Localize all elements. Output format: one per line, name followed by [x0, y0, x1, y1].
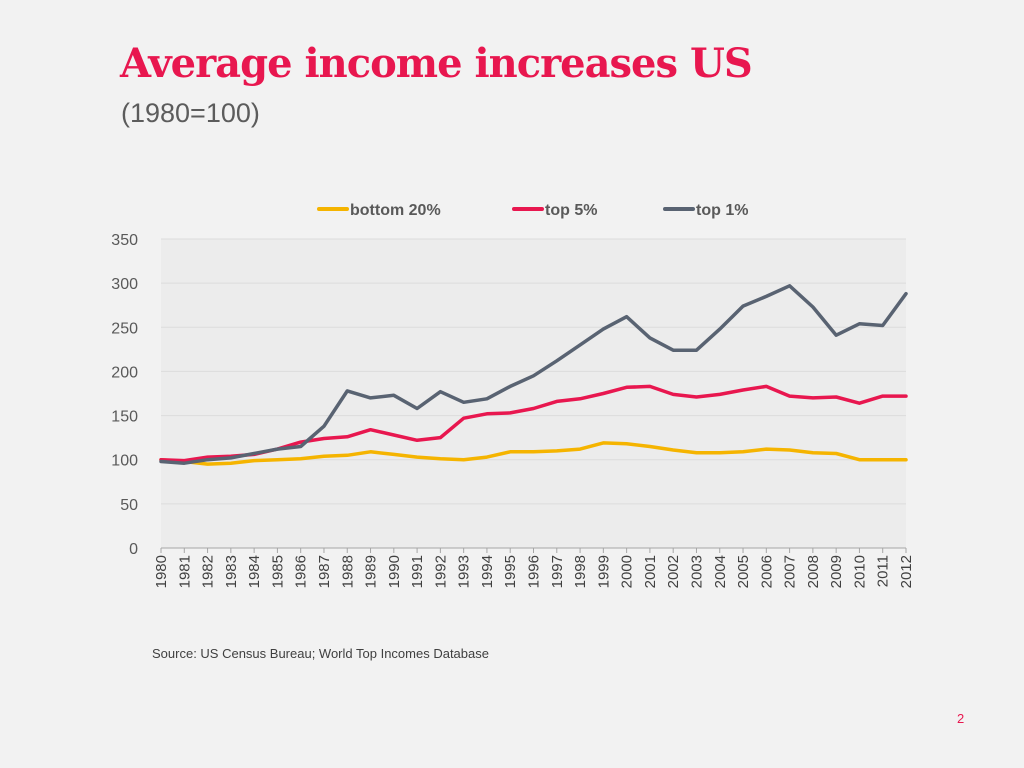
slide-title: Average income increases US — [120, 40, 753, 87]
x-tick-label-2001: 2001 — [642, 555, 659, 588]
x-tick-label-1992: 1992 — [432, 555, 449, 588]
y-tick-label-200: 200 — [111, 364, 138, 381]
x-tick-label-1989: 1989 — [363, 555, 380, 588]
x-tick-label-2005: 2005 — [735, 555, 752, 588]
x-tick-label-1997: 1997 — [549, 555, 566, 588]
legend-label-top-1: top 1% — [696, 202, 748, 219]
x-tick-label-1986: 1986 — [293, 555, 310, 588]
series-line-bottom-20 — [159, 441, 908, 466]
x-tick-label-1988: 1988 — [339, 555, 356, 588]
x-tick-label-1991: 1991 — [409, 555, 426, 588]
x-tick-label-1982: 1982 — [200, 555, 217, 588]
slide-subtitle: (1980=100) — [121, 98, 260, 128]
legend-label-bottom-20: bottom 20% — [350, 202, 441, 219]
x-tick-label-1983: 1983 — [223, 555, 240, 588]
x-tick-label-2002: 2002 — [665, 555, 682, 588]
legend-label-top-5: top 5% — [545, 202, 597, 219]
x-tick-label-1999: 1999 — [595, 555, 612, 588]
page-number: 2 — [957, 711, 965, 726]
x-tick-label-1985: 1985 — [269, 555, 286, 588]
source-note: Source: US Census Bureau; World Top Inco… — [152, 646, 489, 661]
x-tick-label-1987: 1987 — [316, 555, 333, 588]
plot-area — [161, 239, 906, 548]
x-tick-label-2011: 2011 — [875, 555, 892, 587]
y-tick-label-50: 50 — [120, 497, 138, 514]
x-tick-label-2012: 2012 — [898, 555, 915, 588]
series-line-top-1 — [159, 284, 908, 465]
y-tick-label-250: 250 — [111, 320, 138, 337]
y-tick-label-300: 300 — [111, 276, 138, 293]
x-tick-label-2008: 2008 — [805, 555, 822, 588]
x-tick-label-1990: 1990 — [386, 555, 403, 588]
y-tick-label-350: 350 — [111, 232, 138, 249]
x-tick-label-1984: 1984 — [246, 555, 263, 588]
x-tick-label-2010: 2010 — [851, 555, 868, 588]
x-tick-label-2009: 2009 — [828, 555, 845, 588]
x-tick-label-1980: 1980 — [153, 555, 170, 588]
y-tick-label-150: 150 — [111, 409, 138, 426]
x-tick-label-1998: 1998 — [572, 555, 589, 588]
x-tick-label-1995: 1995 — [502, 555, 519, 588]
x-tick-label-2004: 2004 — [712, 555, 729, 588]
x-tick-label-2007: 2007 — [782, 555, 799, 588]
y-tick-label-0: 0 — [129, 541, 138, 558]
x-tick-label-1993: 1993 — [456, 555, 473, 588]
x-tick-label-2000: 2000 — [619, 555, 636, 588]
x-tick-label-1994: 1994 — [479, 555, 496, 588]
x-tick-label-2003: 2003 — [688, 555, 705, 588]
x-tick-label-2006: 2006 — [758, 555, 775, 588]
x-tick-label-1981: 1981 — [176, 555, 193, 588]
x-tick-label-1996: 1996 — [526, 555, 543, 588]
y-tick-label-100: 100 — [111, 453, 138, 470]
